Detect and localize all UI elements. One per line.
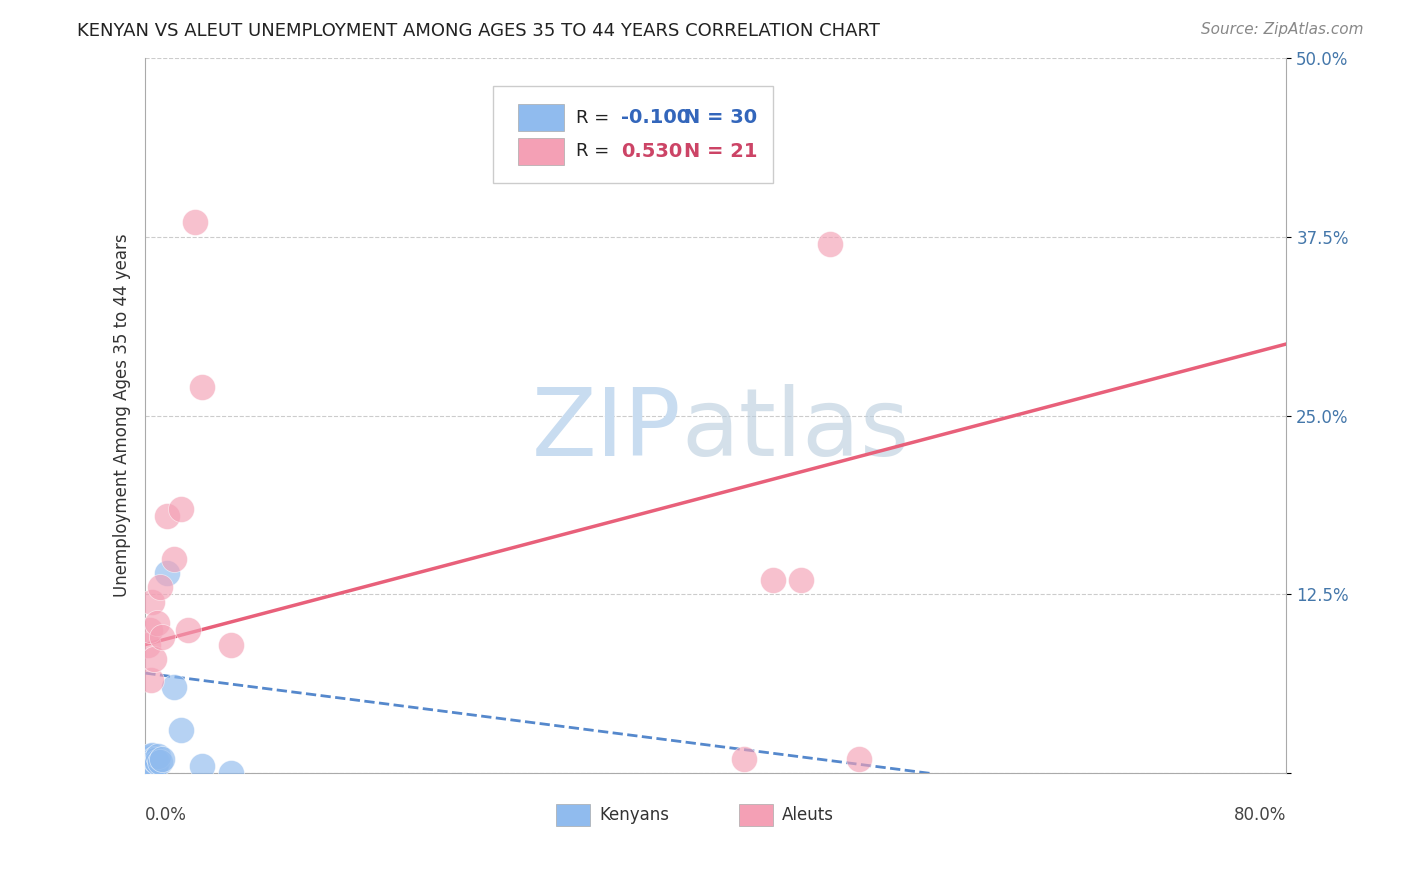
Text: atlas: atlas xyxy=(682,384,910,475)
Point xyxy=(219,766,242,780)
Point xyxy=(138,755,160,769)
Text: 0.0%: 0.0% xyxy=(145,805,187,823)
Point xyxy=(141,756,163,771)
Text: Source: ZipAtlas.com: Source: ZipAtlas.com xyxy=(1201,22,1364,37)
Point xyxy=(170,723,193,738)
FancyBboxPatch shape xyxy=(494,87,773,183)
Point xyxy=(191,759,214,773)
Point xyxy=(818,236,841,251)
Point xyxy=(138,624,160,638)
Point xyxy=(134,755,156,769)
Text: Aleuts: Aleuts xyxy=(782,805,834,824)
Point xyxy=(138,759,160,773)
Point xyxy=(142,757,165,772)
Point xyxy=(134,759,156,773)
FancyBboxPatch shape xyxy=(738,804,773,826)
Point xyxy=(148,580,170,594)
Point xyxy=(184,215,207,229)
Point xyxy=(762,573,785,587)
Text: R =: R = xyxy=(575,143,614,161)
Point xyxy=(136,756,159,771)
Point xyxy=(145,755,167,769)
Y-axis label: Unemployment Among Ages 35 to 44 years: Unemployment Among Ages 35 to 44 years xyxy=(114,234,131,598)
Point xyxy=(848,752,870,766)
Point xyxy=(163,681,186,695)
Point xyxy=(141,761,163,775)
Point xyxy=(143,754,166,768)
Point xyxy=(152,752,174,766)
FancyBboxPatch shape xyxy=(519,104,564,131)
Point xyxy=(143,759,166,773)
Point xyxy=(136,754,159,768)
Point xyxy=(135,757,157,772)
Point xyxy=(139,757,162,772)
Point xyxy=(790,573,813,587)
Text: N = 30: N = 30 xyxy=(683,108,756,128)
Point xyxy=(191,380,214,394)
Point xyxy=(135,762,157,776)
Point xyxy=(139,749,162,764)
Point xyxy=(219,638,242,652)
Text: R =: R = xyxy=(575,109,614,127)
Point xyxy=(142,652,165,666)
Point xyxy=(163,551,186,566)
Point xyxy=(733,752,755,766)
Text: ZIP: ZIP xyxy=(531,384,682,475)
Point xyxy=(141,594,163,608)
FancyBboxPatch shape xyxy=(519,138,564,165)
Point xyxy=(136,638,159,652)
Point xyxy=(156,566,179,580)
Text: Kenyans: Kenyans xyxy=(599,805,669,824)
Point xyxy=(146,749,169,764)
Point xyxy=(136,761,159,775)
Point xyxy=(138,750,160,764)
Text: 0.530: 0.530 xyxy=(621,142,682,161)
Text: N = 21: N = 21 xyxy=(683,142,758,161)
Point xyxy=(148,755,170,769)
Point xyxy=(145,615,167,630)
Point xyxy=(152,631,174,645)
Point xyxy=(704,136,727,151)
Point xyxy=(139,673,162,688)
Text: -0.100: -0.100 xyxy=(621,108,690,128)
Point xyxy=(141,747,163,762)
Point xyxy=(177,624,200,638)
Point xyxy=(139,754,162,768)
Text: 80.0%: 80.0% xyxy=(1234,805,1286,823)
Point xyxy=(156,508,179,523)
FancyBboxPatch shape xyxy=(557,804,591,826)
Point xyxy=(142,752,165,766)
Point xyxy=(135,752,157,766)
Point xyxy=(170,501,193,516)
Text: KENYAN VS ALEUT UNEMPLOYMENT AMONG AGES 35 TO 44 YEARS CORRELATION CHART: KENYAN VS ALEUT UNEMPLOYMENT AMONG AGES … xyxy=(77,22,880,40)
